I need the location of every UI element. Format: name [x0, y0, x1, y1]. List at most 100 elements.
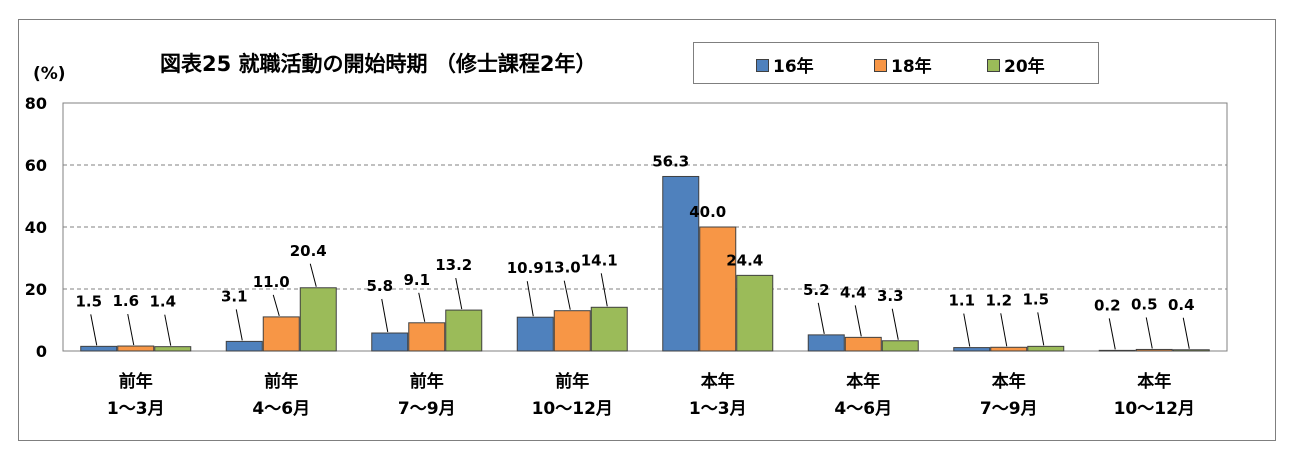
legend-item-16: 16年	[756, 52, 814, 77]
leader-line	[418, 292, 426, 322]
legend: 16年 18年 20年	[693, 42, 1099, 84]
x-category-label: 本年	[701, 371, 735, 392]
data-label: 24.4	[726, 251, 763, 269]
y-tick-label: 0	[36, 342, 47, 361]
data-label: 0.2	[1094, 296, 1121, 314]
bar	[1135, 348, 1173, 352]
x-category-sublabel: 4～6月	[834, 399, 892, 419]
leader-line	[164, 314, 172, 346]
leader-line	[1145, 317, 1153, 349]
bar	[590, 306, 628, 352]
data-label: 5.8	[366, 277, 393, 295]
x-category-label: 前年	[410, 371, 444, 392]
data-label: 1.4	[149, 293, 176, 311]
x-category-sublabel: 1～3月	[689, 399, 747, 419]
leader-line	[526, 281, 534, 317]
data-label: 10.9	[507, 259, 544, 277]
leader-line	[891, 308, 899, 340]
x-category-label: 本年	[1137, 371, 1171, 392]
bar	[1098, 349, 1136, 352]
bar	[662, 175, 700, 352]
data-label: 20.4	[290, 242, 327, 260]
legend-swatch-16	[756, 59, 769, 72]
y-tick-label: 20	[25, 280, 47, 299]
bar	[844, 336, 882, 352]
x-category-label: 前年	[264, 371, 298, 392]
bar	[553, 310, 591, 352]
leader-line	[90, 314, 98, 346]
chart-title: 図表25 就職活動の開始時期 （修士課程2年）	[160, 52, 597, 76]
x-category-label: 前年	[119, 371, 153, 392]
bar	[262, 316, 300, 352]
bar	[225, 340, 263, 352]
bar	[1172, 349, 1210, 352]
leader-line	[127, 313, 135, 346]
leader-line	[1037, 312, 1045, 346]
bar	[516, 316, 554, 352]
leader-line	[235, 309, 243, 341]
legend-swatch-18	[874, 59, 887, 72]
data-label: 9.1	[403, 271, 430, 289]
legend-label-20: 20年	[1004, 57, 1045, 77]
x-category-sublabel: 4～6月	[252, 399, 310, 419]
leader-line	[272, 294, 280, 317]
bar	[445, 309, 483, 352]
data-label: 56.3	[652, 152, 689, 170]
x-category-sublabel: 7～9月	[980, 399, 1038, 419]
leader-line	[1000, 313, 1008, 347]
bar	[1027, 345, 1065, 352]
data-label: 3.1	[221, 287, 248, 305]
data-label: 0.4	[1168, 296, 1195, 314]
bar	[990, 346, 1028, 352]
bar	[371, 332, 409, 352]
data-label: 11.0	[253, 273, 290, 291]
x-category-sublabel: 1～3月	[107, 399, 165, 419]
leader-line	[563, 280, 571, 310]
leader-line	[381, 298, 389, 333]
bar	[154, 346, 192, 352]
data-label: 4.4	[840, 283, 867, 301]
bar	[408, 322, 446, 352]
leader-line	[309, 263, 317, 287]
y-tick-label: 80	[25, 94, 47, 113]
y-tick-label: 40	[25, 218, 47, 237]
y-axis-unit: (%)	[33, 64, 66, 84]
data-label: 13.0	[544, 259, 581, 277]
data-label: 1.5	[1022, 290, 1049, 308]
legend-swatch-20	[987, 59, 1000, 72]
data-label: 13.2	[435, 256, 472, 274]
leader-line	[817, 302, 825, 334]
bar	[299, 287, 337, 352]
x-category-sublabel: 7～9月	[398, 399, 456, 419]
bar	[736, 274, 774, 352]
data-label: 1.2	[985, 291, 1012, 309]
data-label: 1.5	[75, 292, 102, 310]
data-label: 0.5	[1131, 295, 1158, 313]
leader-line	[963, 313, 971, 347]
bar	[117, 345, 155, 352]
data-label: 1.1	[948, 292, 975, 310]
data-label: 14.1	[581, 251, 618, 269]
leader-line	[1108, 318, 1116, 350]
x-category-sublabel: 10～12月	[532, 399, 613, 419]
leader-line	[600, 273, 608, 307]
chart-frame	[18, 19, 1276, 441]
x-category-label: 前年	[555, 371, 589, 392]
leader-line	[455, 277, 463, 310]
data-label: 3.3	[877, 287, 904, 305]
legend-label-18: 18年	[891, 57, 932, 77]
x-category-label: 本年	[846, 371, 880, 392]
legend-item-20: 20年	[987, 52, 1045, 77]
x-category-label: 本年	[992, 371, 1026, 392]
leader-line	[1182, 317, 1190, 349]
data-label: 40.0	[689, 203, 726, 221]
bar	[699, 226, 737, 352]
bar	[80, 345, 118, 352]
leader-line	[854, 305, 862, 337]
bar	[807, 334, 845, 352]
bar	[953, 347, 991, 352]
legend-item-18: 18年	[874, 52, 932, 77]
y-tick-label: 60	[25, 156, 47, 175]
bar	[881, 340, 919, 352]
